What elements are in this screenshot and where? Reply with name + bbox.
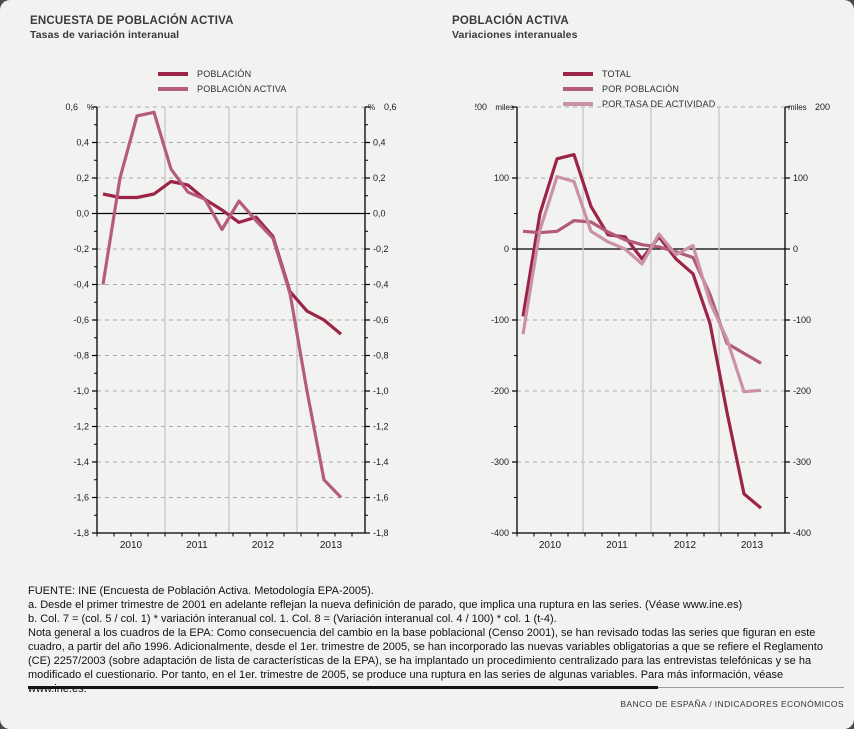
right-chart-subtitle: Variaciones interanuales (452, 29, 578, 41)
series-line (521, 152, 763, 510)
chart-canvas: 0,6 0,6% % 0,4 0,4 0,2 0,2 0,0 0,0 -0,2 -0,2 -0,4 -0… (65, 102, 397, 551)
y-tick-label-left: -400 (491, 528, 509, 538)
x-year-label: 2013 (741, 540, 764, 551)
y-tick-label-left: 0 (504, 244, 509, 254)
legend-item: POR TASA DE ACTIVIDAD (563, 96, 715, 111)
y-tick-label-left: -0,8 (73, 351, 89, 361)
y-tick-label-left: -1,0 (73, 386, 89, 396)
y-tick-label-right: -0,8 (373, 351, 389, 361)
chart-canvas: 200 200 miles miles 100 100 0 0 -100 -100 -200 -200… (475, 102, 830, 551)
y-tick-label-right: -0,2 (373, 244, 389, 254)
y-tick-label-right: -0,4 (373, 280, 389, 290)
right-chart-legend: TOTAL POR POBLACIÓN POR TASA DE ACTIVIDAD (563, 66, 715, 111)
x-year-label: 2011 (186, 540, 208, 551)
y-tick-label-left: -1,8 (73, 528, 89, 538)
legend-label: POR POBLACIÓN (602, 83, 680, 94)
y-tick-label-left: -0,2 (73, 244, 89, 254)
y-tick-label-right: -1,4 (373, 457, 389, 467)
axis-unit-label: % (87, 103, 94, 112)
y-tick-label-left: -300 (491, 457, 509, 467)
y-tick-label-right: 0,0 (373, 209, 386, 219)
y-tick-label-left: 200 (475, 102, 487, 112)
x-year-label: 2011 (606, 540, 628, 551)
y-tick-label-left: 0,4 (76, 138, 89, 148)
series-line (101, 110, 343, 499)
legend-item: POR POBLACIÓN (563, 81, 715, 96)
legend-item: POBLACIÓN ACTIVA (158, 81, 287, 96)
y-tick-label-right: -200 (793, 386, 811, 396)
y-tick-label-right: 200 (815, 102, 830, 112)
legend-swatch-icon (158, 71, 188, 76)
y-tick-label-left: -0,6 (73, 315, 89, 325)
y-tick-label-left: 100 (494, 173, 509, 183)
y-tick-label-left: 0,2 (76, 173, 89, 183)
footnote-b: b. Col. 7 = (col. 5 / col. 1) * variació… (28, 613, 557, 625)
right-chart-title: POBLACIÓN ACTIVA (452, 15, 569, 27)
y-tick-label-right: -100 (793, 315, 811, 325)
legend-swatch-icon (158, 86, 188, 91)
y-tick-label-right: 0 (793, 244, 798, 254)
footnote-a: a. Desde el primer trimestre de 2001 en … (28, 599, 743, 611)
active-population-variations-chart: 200 200 miles miles 100 100 0 0 -100 -100 -200 -200… (475, 100, 835, 565)
footer-rule (28, 686, 658, 689)
y-tick-label-left: -200 (491, 386, 509, 396)
x-year-label: 2010 (120, 540, 143, 551)
y-tick-label-right: 0,4 (373, 138, 386, 148)
left-chart-title: ENCUESTA DE POBLACIÓN ACTIVA (30, 15, 234, 27)
footnotes-block: FUENTE: INE (Encuesta de Población Activ… (28, 584, 840, 696)
legend-label: TOTAL (602, 68, 632, 79)
footnote-source: FUENTE: INE (Encuesta de Población Activ… (28, 585, 374, 597)
legend-label: POBLACIÓN (197, 68, 252, 79)
y-tick-label-left: -1,6 (73, 493, 89, 503)
y-tick-label-right: -400 (793, 528, 811, 538)
publication-brand: BANCO DE ESPAÑA / INDICADORES ECONÓMICOS (620, 699, 844, 709)
axis-unit-label: miles (495, 103, 514, 112)
y-tick-label-left: -1,2 (73, 422, 89, 432)
y-tick-label-left: 0,0 (76, 209, 89, 219)
legend-swatch-icon (563, 71, 593, 76)
x-year-label: 2013 (320, 540, 343, 551)
legend-label: POBLACIÓN ACTIVA (197, 83, 287, 94)
legend-item: POBLACIÓN (158, 66, 287, 81)
series-line (522, 218, 762, 365)
left-chart-subtitle: Tasas de variación interanual (30, 29, 180, 41)
epa-variation-rates-chart: 0,6 0,6%% 0,4 0,4 0,2 0,2 0,0 0,0 -0,2 -0,2 -0,4 -0… (55, 100, 415, 565)
legend-item: TOTAL (563, 66, 715, 81)
y-tick-label-left: 0,6 (65, 102, 78, 112)
x-year-label: 2010 (539, 540, 562, 551)
y-tick-label-right: -1,8 (373, 528, 389, 538)
y-tick-label-right: -1,6 (373, 493, 389, 503)
y-tick-label-right: -1,0 (373, 386, 389, 396)
y-tick-label-right: 0,2 (373, 173, 386, 183)
series-line (521, 174, 762, 394)
y-tick-label-right: 0,6 (384, 102, 397, 112)
footer-rule-thin (658, 687, 844, 688)
legend-label: POR TASA DE ACTIVIDAD (602, 98, 716, 109)
y-tick-label-right: -0,6 (373, 315, 389, 325)
left-chart-legend: POBLACIÓN POBLACIÓN ACTIVA (158, 66, 287, 96)
x-year-label: 2012 (674, 540, 697, 551)
y-tick-label-right: 100 (793, 173, 808, 183)
axis-unit-label: miles (788, 103, 807, 112)
y-tick-label-left: -1,4 (73, 457, 89, 467)
x-year-label: 2012 (252, 540, 275, 551)
y-tick-label-right: -1,2 (373, 422, 389, 432)
axis-unit-label: % (368, 103, 375, 112)
y-tick-label-left: -100 (491, 315, 509, 325)
y-tick-label-right: -300 (793, 457, 811, 467)
y-tick-label-left: -0,4 (73, 280, 89, 290)
series-line (102, 179, 343, 336)
legend-swatch-icon (563, 101, 593, 106)
legend-swatch-icon (563, 86, 593, 91)
